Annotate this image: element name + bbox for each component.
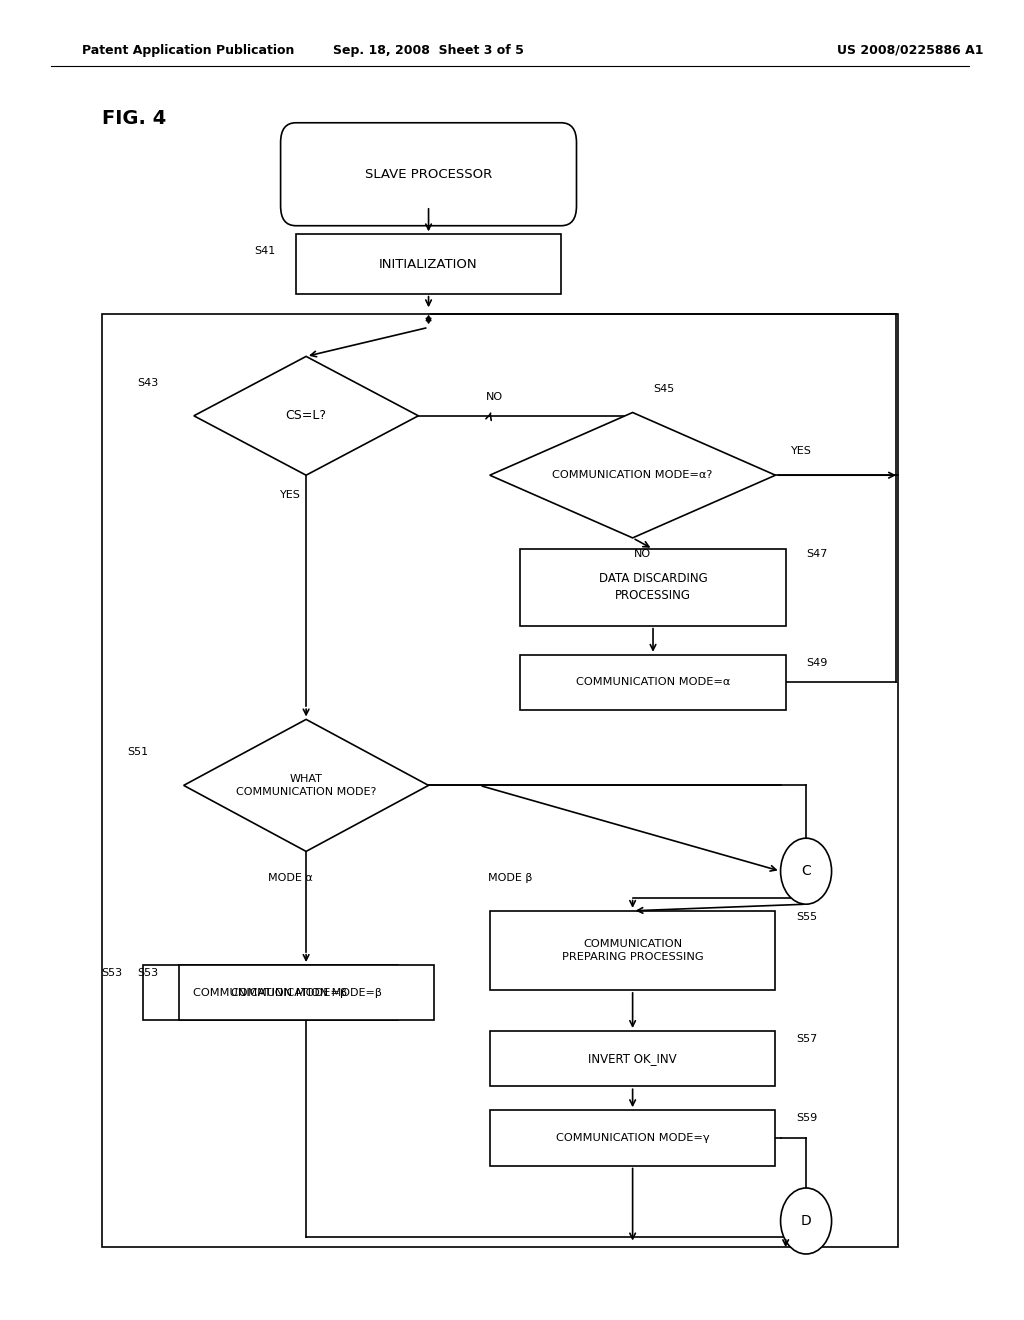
Polygon shape: [489, 412, 775, 539]
Text: S55: S55: [796, 912, 817, 923]
Text: COMMUNICATION MODE=β: COMMUNICATION MODE=β: [230, 987, 382, 998]
Text: S47: S47: [806, 549, 827, 560]
Text: Patent Application Publication: Patent Application Publication: [82, 44, 294, 57]
Text: NO: NO: [486, 392, 504, 403]
Text: YES: YES: [281, 490, 301, 500]
Text: S53: S53: [137, 968, 158, 978]
Text: INITIALIZATION: INITIALIZATION: [379, 257, 478, 271]
Text: S51: S51: [127, 747, 147, 758]
Text: COMMUNICATION MODE=γ: COMMUNICATION MODE=γ: [556, 1133, 710, 1143]
Text: Sep. 18, 2008  Sheet 3 of 5: Sep. 18, 2008 Sheet 3 of 5: [333, 44, 524, 57]
Text: COMMUNICATION MODE=α: COMMUNICATION MODE=α: [575, 677, 730, 688]
Text: COMMUNICATION MODE=β: COMMUNICATION MODE=β: [194, 987, 347, 998]
Text: DATA DISCARDING
PROCESSING: DATA DISCARDING PROCESSING: [599, 573, 708, 602]
Bar: [520, 549, 785, 626]
FancyBboxPatch shape: [281, 123, 577, 226]
Text: S45: S45: [653, 384, 674, 393]
Polygon shape: [183, 719, 429, 851]
Text: US 2008/0225886 A1: US 2008/0225886 A1: [837, 44, 983, 57]
Bar: [489, 911, 775, 990]
Text: D: D: [801, 1214, 811, 1228]
Text: COMMUNICATION
PREPARING PROCESSING: COMMUNICATION PREPARING PROCESSING: [562, 939, 703, 962]
Text: SLAVE PROCESSOR: SLAVE PROCESSOR: [365, 168, 493, 181]
Bar: [489, 1110, 775, 1166]
Text: S49: S49: [806, 657, 827, 668]
Text: S53: S53: [101, 968, 123, 978]
Text: S41: S41: [254, 246, 275, 256]
Text: WHAT
COMMUNICATION MODE?: WHAT COMMUNICATION MODE?: [236, 775, 376, 796]
Bar: [102, 314, 898, 1247]
Text: S57: S57: [796, 1034, 817, 1044]
Text: CS=L?: CS=L?: [286, 409, 327, 422]
Text: NO: NO: [634, 549, 651, 558]
Bar: [296, 234, 561, 293]
Text: INVERT OK_INV: INVERT OK_INV: [589, 1052, 677, 1065]
Bar: [520, 655, 785, 710]
Bar: [178, 965, 433, 1020]
Text: S59: S59: [796, 1113, 817, 1123]
Text: C: C: [801, 865, 811, 878]
Text: FIG. 4: FIG. 4: [102, 110, 166, 128]
Circle shape: [780, 838, 831, 904]
Text: MODE β: MODE β: [488, 873, 532, 883]
Bar: [489, 1031, 775, 1086]
Text: YES: YES: [791, 446, 811, 457]
Text: COMMUNICATION MODE=α?: COMMUNICATION MODE=α?: [552, 470, 713, 480]
Circle shape: [780, 1188, 831, 1254]
Text: S43: S43: [137, 378, 158, 388]
Polygon shape: [194, 356, 419, 475]
Bar: [143, 965, 398, 1020]
Text: MODE α: MODE α: [268, 873, 313, 883]
